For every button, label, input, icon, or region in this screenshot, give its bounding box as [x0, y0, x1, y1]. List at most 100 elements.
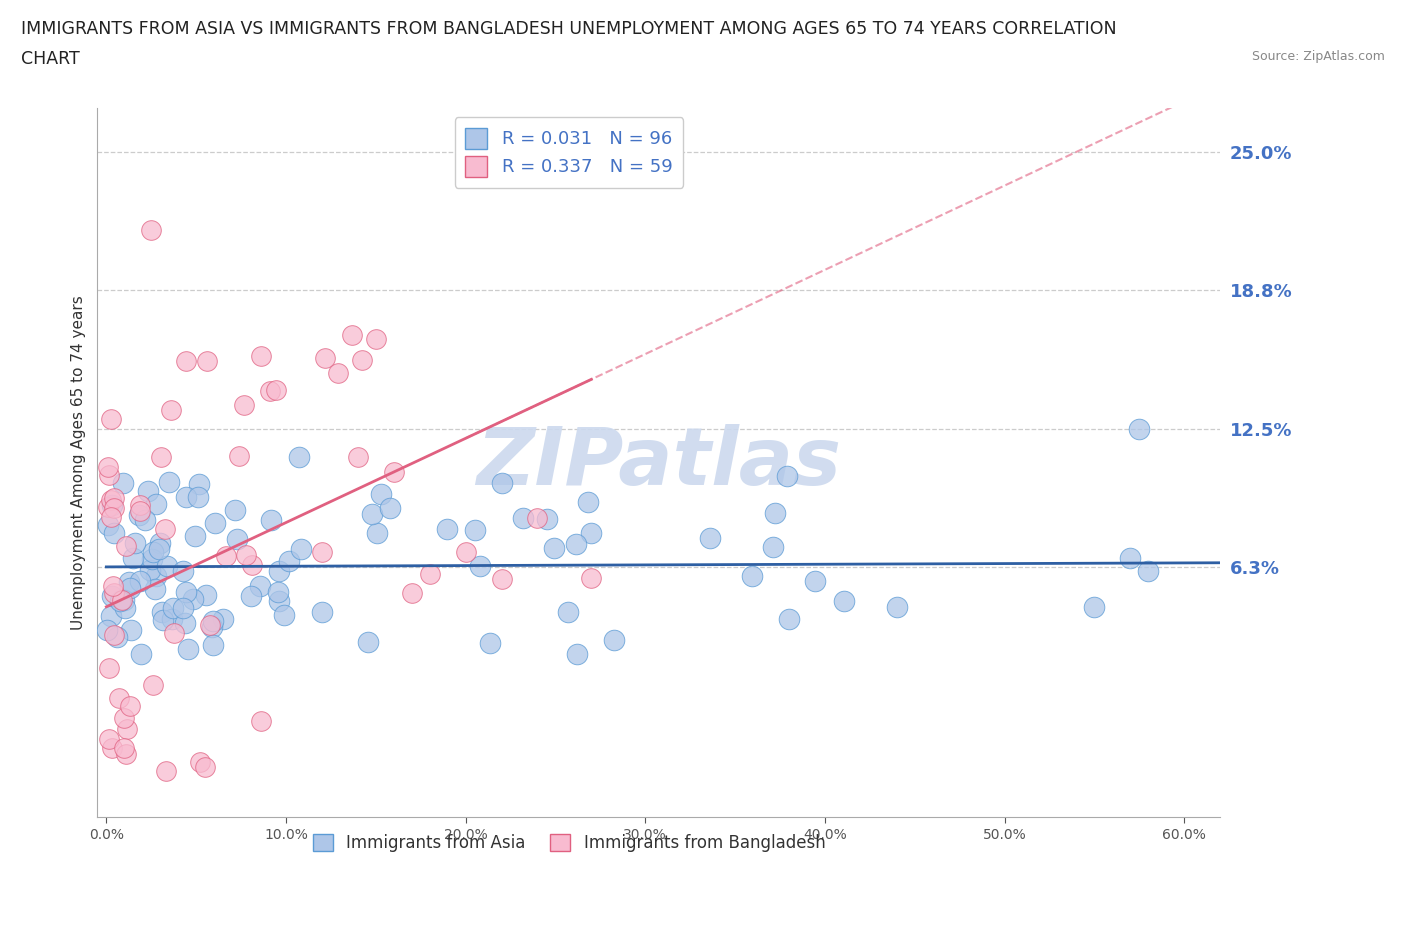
Point [118, 580, 141, 595]
Point [311, 604, 333, 619]
Point [378, 500, 401, 515]
Point [224, 502, 246, 517]
Point [143, 582, 166, 597]
Point [188, 754, 211, 769]
Point [128, 508, 150, 523]
Point [326, 366, 349, 381]
Point [382, 465, 405, 480]
Point [249, 578, 271, 593]
Point [112, 711, 135, 726]
Point [97, 499, 120, 514]
Text: ZIPatlas: ZIPatlas [477, 424, 841, 501]
Point [148, 542, 170, 557]
Point [311, 544, 333, 559]
Point [267, 564, 290, 578]
Point [120, 622, 142, 637]
Point [118, 698, 141, 713]
Point [366, 525, 388, 540]
Point [100, 492, 122, 507]
Point [557, 604, 579, 619]
Point [187, 476, 209, 491]
Point [436, 522, 458, 537]
Point [200, 619, 222, 634]
Point [97, 732, 120, 747]
Point [129, 646, 152, 661]
Point [155, 522, 177, 537]
Point [763, 505, 786, 520]
Point [778, 612, 800, 627]
Point [97, 517, 120, 532]
Point [162, 601, 184, 616]
Point [97, 468, 120, 483]
Point [149, 536, 172, 551]
Point [699, 531, 721, 546]
Point [122, 551, 145, 565]
Point [108, 690, 131, 705]
Point [201, 637, 224, 652]
Point [491, 476, 513, 491]
Point [112, 592, 135, 607]
Point [804, 573, 827, 588]
Point [114, 601, 136, 616]
Point [163, 626, 186, 641]
Point [174, 584, 197, 599]
Point [181, 591, 204, 606]
Point [103, 525, 125, 540]
Point [110, 593, 132, 608]
Point [266, 584, 288, 599]
Point [183, 528, 205, 543]
Point [129, 498, 152, 512]
Point [526, 511, 548, 525]
Point [342, 327, 364, 342]
Point [603, 632, 626, 647]
Point [124, 536, 146, 551]
Point [159, 403, 181, 418]
Point [1119, 550, 1142, 565]
Point [100, 589, 122, 604]
Point [202, 613, 225, 628]
Point [115, 722, 138, 737]
Point [226, 532, 249, 547]
Point [198, 618, 221, 632]
Point [162, 612, 184, 627]
Point [101, 578, 124, 593]
Point [150, 604, 173, 619]
Point [401, 586, 423, 601]
Point [347, 450, 370, 465]
Point [187, 489, 209, 504]
Point [543, 540, 565, 555]
Point [145, 569, 167, 584]
Point [103, 491, 125, 506]
Point [103, 585, 125, 600]
Point [101, 498, 124, 512]
Point [419, 566, 441, 581]
Point [259, 383, 281, 398]
Point [886, 599, 908, 614]
Point [111, 592, 134, 607]
Point [260, 513, 283, 528]
Point [266, 382, 288, 397]
Text: CHART: CHART [21, 50, 80, 68]
Point [141, 222, 163, 237]
Point [96, 623, 118, 638]
Point [233, 397, 256, 412]
Point [1083, 599, 1105, 614]
Point [536, 512, 558, 526]
Point [762, 539, 785, 554]
Point [277, 553, 299, 568]
Point [103, 500, 125, 515]
Point [172, 601, 194, 616]
Point [235, 548, 257, 563]
Point [361, 506, 384, 521]
Point [177, 642, 200, 657]
Point [128, 574, 150, 589]
Point [97, 460, 120, 475]
Point [228, 449, 250, 464]
Point [150, 450, 173, 465]
Point [195, 353, 218, 368]
Point [464, 523, 486, 538]
Point [142, 677, 165, 692]
Point [242, 557, 264, 572]
Point [195, 587, 218, 602]
Point [576, 495, 599, 510]
